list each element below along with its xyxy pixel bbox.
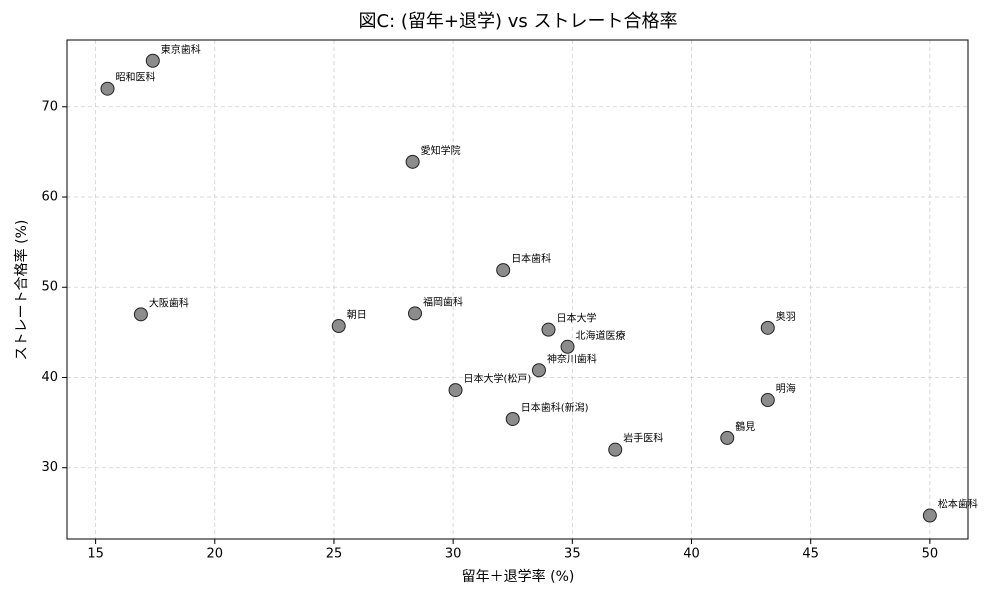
- point: [133, 307, 148, 322]
- x-tick-label: 50: [922, 547, 939, 562]
- x-axis-label: 留年＋退学率 (%): [462, 568, 575, 585]
- point-label: 明海: [776, 382, 796, 395]
- point-label: 日本歯科(新潟): [521, 401, 589, 414]
- point-label: 朝日: [347, 309, 367, 321]
- point: [560, 339, 575, 354]
- point: [331, 319, 346, 334]
- chart-title: 図C: (留年+退学) vs ストレート合格率: [359, 11, 678, 32]
- point-label: 日本歯科: [511, 252, 551, 265]
- plot-frame: [66, 39, 969, 540]
- point: [496, 263, 511, 278]
- point-label: 神奈川歯科: [547, 352, 597, 365]
- point: [448, 383, 463, 398]
- y-tick-label: 50: [41, 280, 58, 295]
- point-label: 奥羽: [776, 310, 796, 323]
- point: [608, 442, 623, 457]
- y-axis-label: ストレート合格率 (%): [13, 220, 30, 361]
- point: [541, 322, 556, 337]
- point-label: 北海道医療: [576, 329, 626, 342]
- point: [408, 306, 423, 321]
- x-tick-label: 40: [683, 547, 700, 562]
- point-label: 岩手医科: [623, 432, 663, 445]
- x-tick-label: 20: [207, 547, 224, 562]
- point: [505, 411, 520, 426]
- point: [922, 508, 937, 523]
- point-label: 昭和医科: [116, 71, 156, 84]
- y-tick-label: 70: [41, 99, 58, 114]
- point: [405, 154, 420, 169]
- point-label: 愛知学院: [421, 144, 461, 157]
- point-label: 鶴見: [735, 420, 755, 433]
- point-label: 日本大学(松戸): [464, 372, 532, 385]
- x-tick-label: 35: [564, 547, 581, 562]
- point: [100, 81, 115, 96]
- x-tick-label: 25: [326, 547, 343, 562]
- point: [760, 320, 775, 335]
- point: [760, 393, 775, 408]
- point-label: 大阪歯科: [149, 296, 189, 309]
- y-tick-label: 30: [41, 460, 58, 475]
- point: [145, 53, 160, 68]
- point-label: 日本大学: [556, 312, 596, 325]
- point: [720, 430, 735, 445]
- x-tick-label: 45: [802, 547, 819, 562]
- x-tick-label: 30: [445, 547, 462, 562]
- x-tick-label: 15: [87, 547, 104, 562]
- point-label: 松本歯科: [938, 498, 978, 511]
- point: [531, 363, 546, 378]
- y-tick-label: 60: [41, 190, 58, 205]
- y-tick-label: 40: [41, 370, 58, 385]
- point-label: 福岡歯科: [423, 295, 463, 308]
- point-label: 東京歯科: [161, 43, 201, 56]
